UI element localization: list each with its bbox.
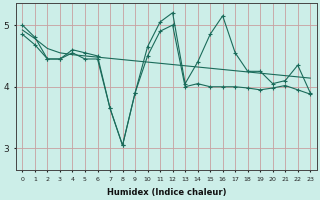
X-axis label: Humidex (Indice chaleur): Humidex (Indice chaleur)	[107, 188, 226, 197]
